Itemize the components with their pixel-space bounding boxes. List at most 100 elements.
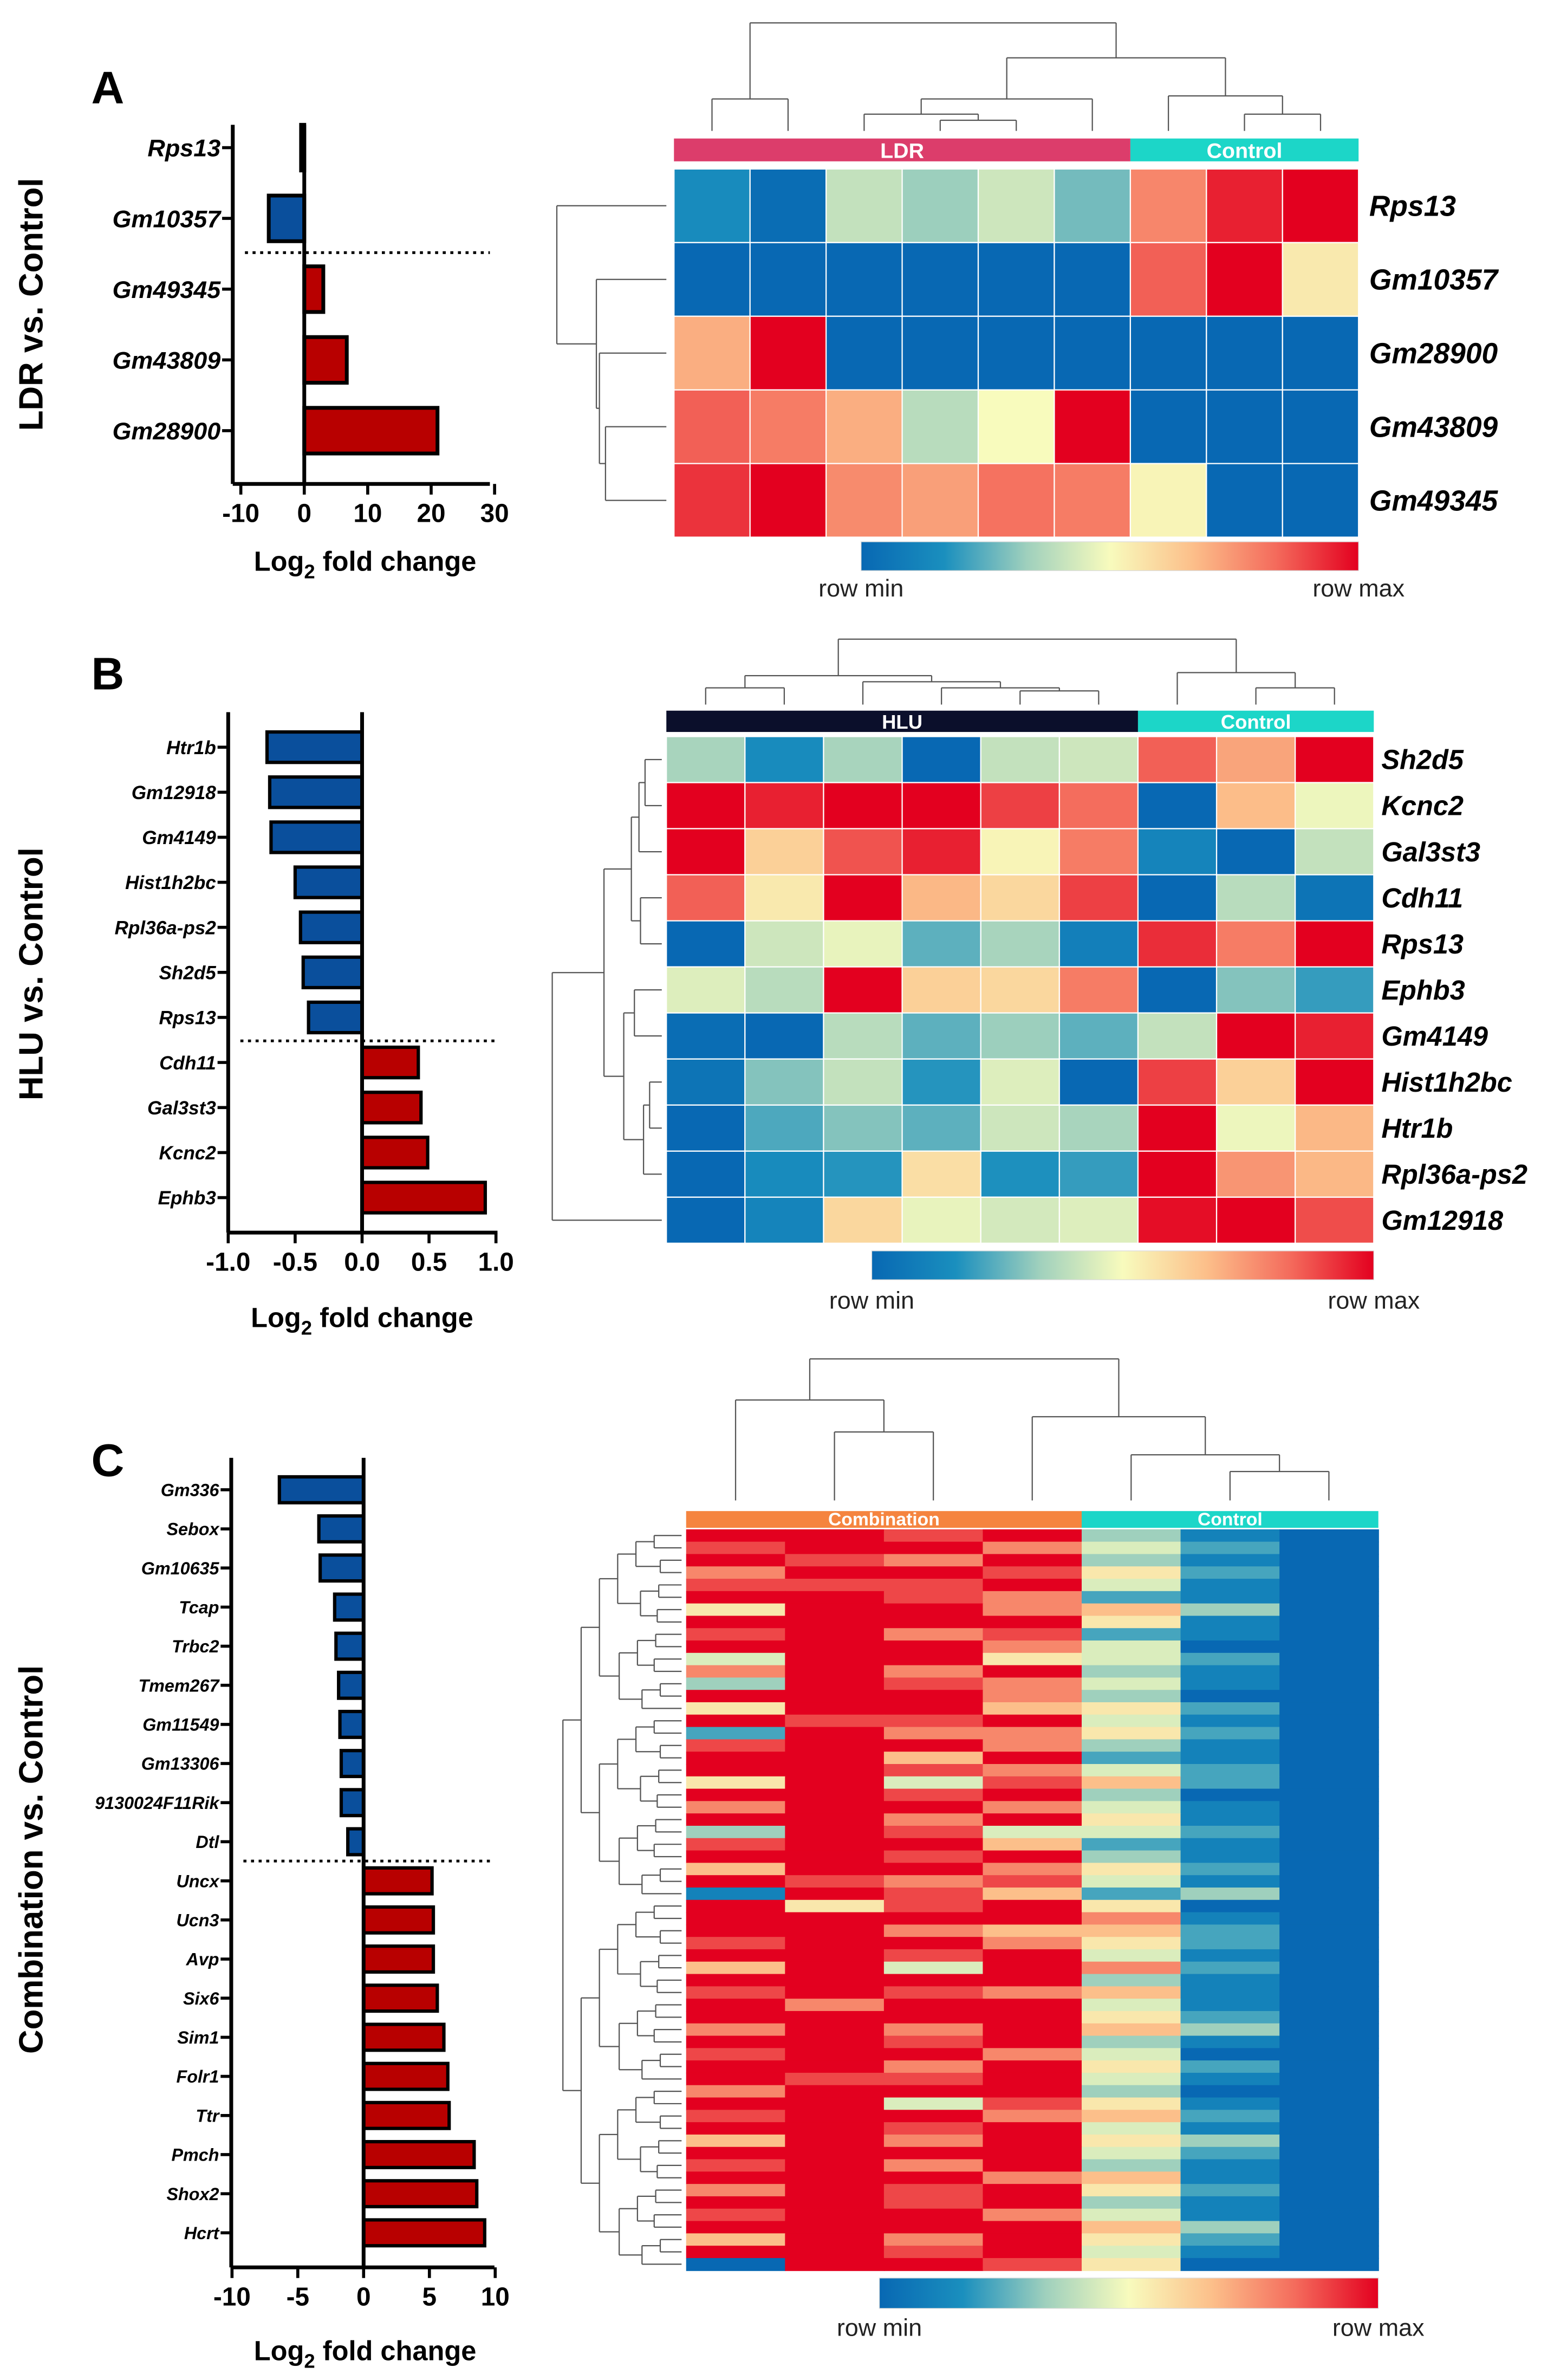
heatmap-cell bbox=[983, 1825, 1083, 1839]
heatmap-cell bbox=[686, 1702, 786, 1715]
bar-chart-a: Rps13 Gm10357 Gm49345 Gm43809 Gm28900 -10 0 10 2… bbox=[112, 122, 509, 528]
heatmap-cell bbox=[1279, 2258, 1379, 2271]
colorbar bbox=[879, 2278, 1379, 2309]
heatmap-cell bbox=[666, 966, 746, 1014]
heatmap-cell bbox=[983, 1702, 1083, 1715]
heatmap-cell bbox=[1082, 1764, 1181, 1777]
heatmap-cell bbox=[1082, 1591, 1181, 1604]
heatmap-cell bbox=[666, 1012, 746, 1060]
heatmap-cell bbox=[983, 1999, 1083, 2012]
group-label: Control bbox=[1198, 1509, 1263, 1529]
heatmap-cell bbox=[1180, 1838, 1280, 1851]
heatmap-cell bbox=[901, 920, 981, 968]
heatmap-cell bbox=[983, 1838, 1083, 1851]
heatmap-cell bbox=[1180, 2208, 1280, 2222]
heatmap-cell bbox=[1082, 1714, 1181, 1728]
heatmap-cell bbox=[823, 920, 903, 968]
heatmap-cell bbox=[785, 1739, 885, 1753]
heatmap-cell bbox=[1058, 1104, 1139, 1152]
heatmap-cell bbox=[1054, 168, 1132, 243]
heatmap-cell bbox=[1180, 2122, 1280, 2136]
heatmap-cell bbox=[1058, 920, 1139, 968]
heatmap-cell bbox=[1180, 2023, 1280, 2037]
heatmap-cell bbox=[785, 2233, 885, 2247]
heatmap-cell bbox=[744, 1104, 824, 1152]
heatmap-cell bbox=[785, 2134, 885, 2148]
heatmap-cell bbox=[1206, 389, 1283, 464]
heatmap-cell bbox=[983, 2233, 1083, 2247]
heatmap-cell bbox=[749, 315, 827, 391]
heatmap-cell bbox=[1279, 2196, 1379, 2209]
bar-Gal3st3 bbox=[360, 1091, 423, 1125]
heatmap-cell bbox=[1058, 736, 1139, 783]
row-label: Gm4149 bbox=[1381, 1021, 1488, 1052]
bar-chart-c: Gm336 Sebox Gm10635 Tcap Trbc2 Tmem267 Gm11549… bbox=[95, 1457, 510, 2311]
heatmap-cell bbox=[1279, 1863, 1379, 1876]
heatmap-cell bbox=[785, 1776, 885, 1789]
heatmap-c: Combination Control row min row max bbox=[562, 1358, 1425, 2341]
gene-label: Ucn3 bbox=[176, 1910, 219, 1930]
panel-letter: C bbox=[92, 1435, 125, 1486]
heatmap-cell bbox=[883, 1677, 984, 1691]
heatmap-cell bbox=[1279, 2233, 1379, 2247]
row-label: Gal3st3 bbox=[1381, 836, 1480, 867]
heatmap-cell bbox=[883, 1974, 984, 1987]
heatmap-cell bbox=[1279, 1986, 1379, 2000]
bar-Dtl bbox=[346, 1827, 366, 1857]
heatmap-cell bbox=[1180, 1825, 1280, 1839]
heatmap-cell bbox=[1082, 1887, 1181, 1901]
heatmap-cell bbox=[825, 168, 903, 243]
heatmap-cell bbox=[901, 966, 981, 1014]
heatmap-cell bbox=[785, 2221, 885, 2234]
heatmap-cell bbox=[1058, 782, 1139, 829]
heatmap-cell bbox=[1082, 2060, 1181, 2074]
heatmap-cell bbox=[686, 1924, 786, 1938]
heatmap-cell bbox=[686, 2122, 786, 2136]
heatmap-cell bbox=[983, 2221, 1083, 2234]
heatmap-cell bbox=[785, 2048, 885, 2061]
heatmap-cell bbox=[785, 1974, 885, 1987]
heatmap-cell bbox=[983, 1863, 1083, 1876]
heatmap-cell bbox=[686, 1776, 786, 1789]
x-axis-label: Log2 fold change bbox=[254, 2335, 477, 2372]
heatmap-cell bbox=[1058, 828, 1139, 876]
gene-label: Gm12918 bbox=[132, 782, 217, 803]
gene-label: Uncx bbox=[176, 1871, 220, 1891]
panel-b: B HLU vs. Control Log2 fold change Htr1b… bbox=[13, 638, 1527, 1339]
heatmap-cell bbox=[977, 242, 1055, 317]
y-axis-label: Combination vs. Control bbox=[13, 1665, 50, 2054]
heatmap-cell bbox=[1279, 1825, 1379, 1839]
heatmap-cell bbox=[785, 1752, 885, 1765]
heatmap-cell bbox=[983, 1554, 1083, 1567]
heatmap-cell bbox=[1279, 1714, 1379, 1728]
heatmap-cell bbox=[983, 2023, 1083, 2037]
heatmap-cell bbox=[1279, 1702, 1379, 1715]
heatmap-cell bbox=[1054, 463, 1132, 538]
heatmap-cell bbox=[785, 2258, 885, 2271]
heatmap-cell bbox=[983, 1801, 1083, 1814]
heatmap-cell bbox=[785, 1616, 885, 1629]
heatmap-cell bbox=[1295, 782, 1375, 829]
gene-label: Sim1 bbox=[177, 2028, 219, 2047]
x-axis-label-subscript: 2 bbox=[304, 2350, 315, 2372]
heatmap-cell bbox=[883, 1937, 984, 1950]
gene-label: Trbc2 bbox=[172, 1637, 219, 1656]
heatmap-cell bbox=[686, 1912, 786, 1925]
heatmap-cell bbox=[744, 1196, 824, 1244]
heatmap-cell bbox=[1137, 1196, 1218, 1244]
heatmap-cell bbox=[825, 463, 903, 538]
heatmap-cell bbox=[1295, 874, 1375, 922]
gene-label: Hist1h2bc bbox=[125, 872, 216, 893]
heatmap-cell bbox=[983, 2110, 1083, 2123]
heatmap-cell bbox=[1180, 2134, 1280, 2148]
heatmap-cell bbox=[785, 2122, 885, 2136]
gene-label: Rps13 bbox=[159, 1008, 216, 1029]
heatmap-cell bbox=[1279, 1579, 1379, 1592]
heatmap-cell bbox=[1279, 1999, 1379, 2012]
heatmap-cell bbox=[1058, 1150, 1139, 1198]
heatmap-cell bbox=[1082, 1924, 1181, 1938]
heatmap-cell bbox=[1295, 1196, 1375, 1244]
heatmap-cell bbox=[883, 1887, 984, 1901]
gene-label: Pmch bbox=[172, 2145, 219, 2165]
heatmap-cell bbox=[883, 2060, 984, 2074]
